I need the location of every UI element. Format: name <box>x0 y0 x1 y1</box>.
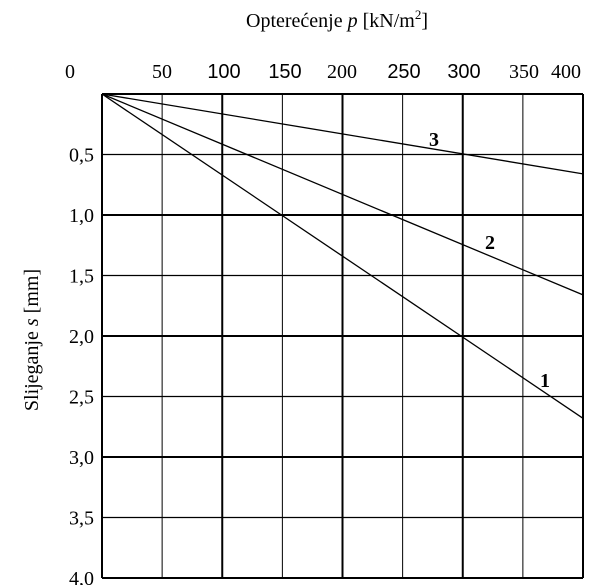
series-labels: 1 2 3 <box>429 129 550 392</box>
y-tick-label: 0,5 <box>69 145 94 167</box>
series-label-1: 1 <box>540 370 550 392</box>
grid <box>101 93 584 579</box>
x-tick-label: 400 <box>551 61 581 83</box>
ylabel-symbol: s <box>21 318 43 326</box>
y-tick-label: 2,5 <box>69 387 94 409</box>
x-tick-label: 300 <box>447 61 480 83</box>
series-label-2: 2 <box>485 232 495 254</box>
title-close: ] <box>421 10 428 32</box>
x-tick-label: 50 <box>152 61 172 83</box>
title-unit: [kN/m <box>358 10 416 32</box>
y-tick-label: 2,0 <box>69 326 94 348</box>
y-tick-label: 4,0 <box>69 568 94 585</box>
chart-title: Opterećenje p [kN/m2] <box>246 7 428 32</box>
series-label-3: 3 <box>429 129 439 151</box>
series-line-1 <box>101 93 584 419</box>
x-tick-label: 100 <box>207 61 240 83</box>
ylabel-part: Slijeganje <box>21 326 43 411</box>
ylabel-unit: [mm] <box>21 269 43 318</box>
y-axis-label: Slijeganje s [mm] <box>21 269 43 411</box>
title-symbol: p <box>346 10 358 32</box>
y-tick-label: 3,0 <box>69 447 94 469</box>
x-tick-label: 350 <box>509 61 539 83</box>
series-line-2 <box>101 93 584 296</box>
title-exponent: 2 <box>415 7 422 22</box>
x-tick-label: 0 <box>65 61 75 83</box>
y-tick-labels: 0,5 1,0 1,5 2,0 2,5 3,0 3,5 4,0 <box>69 145 94 585</box>
y-tick-label: 3,5 <box>69 508 94 530</box>
title-part: Opterećenje <box>246 10 348 32</box>
x-tick-label: 250 <box>387 61 420 83</box>
x-tick-label: 150 <box>268 61 301 83</box>
y-tick-label: 1,5 <box>69 266 94 288</box>
series-line-3 <box>101 93 584 175</box>
y-tick-label: 1,0 <box>69 205 94 227</box>
x-tick-label: 200 <box>327 61 357 83</box>
x-tick-labels: 0 50 100 150 200 250 300 350 400 <box>65 61 581 83</box>
series-lines <box>101 93 584 419</box>
